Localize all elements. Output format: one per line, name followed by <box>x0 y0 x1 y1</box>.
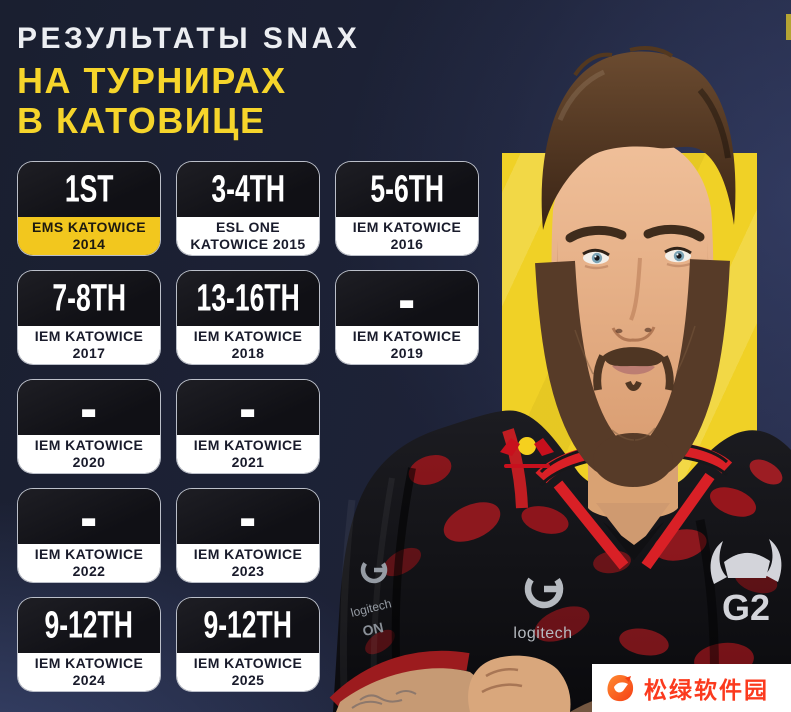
beard <box>535 259 730 487</box>
result-card-2019: - IEM KATOWICE 2019 <box>335 270 479 365</box>
placement-text: 3-4TH <box>211 167 285 211</box>
yellow-corner-sliver <box>786 14 791 40</box>
results-row-4: - IEM KATOWICE 2022 - IEM KATOWICE 2023 <box>17 488 479 583</box>
results-row-1: 1ST EMS KATOWICE 2014 3-4TH ESL ONE KATO… <box>17 161 479 256</box>
event-label: EMS KATOWICE 2014 <box>18 217 160 255</box>
event-label: IEM KATOWICE 2016 <box>336 217 478 255</box>
event-label: IEM KATOWICE 2021 <box>177 435 319 473</box>
event-label: IEM KATOWICE 2020 <box>18 435 160 473</box>
right-eyebrow <box>643 225 705 242</box>
event-label: IEM KATOWICE 2025 <box>177 653 319 691</box>
result-card-2024: 9-12TH IEM KATOWICE 2024 <box>17 597 161 692</box>
result-card-2021: - IEM KATOWICE 2021 <box>176 379 320 474</box>
result-card-2015: 3-4TH ESL ONE KATOWICE 2015 <box>176 161 320 256</box>
result-card-2023: - IEM KATOWICE 2023 <box>176 488 320 583</box>
results-grid: 1ST EMS KATOWICE 2014 3-4TH ESL ONE KATO… <box>17 161 479 706</box>
logitech-chest-text: logitech <box>513 625 572 642</box>
redbull-logo-icon <box>500 437 554 468</box>
g2-logo-icon: G2 <box>710 539 782 628</box>
event-label: IEM KATOWICE 2017 <box>18 326 160 364</box>
results-row-2: 7-8TH IEM KATOWICE 2017 13-16TH IEM KATO… <box>17 270 479 365</box>
hair <box>541 46 736 230</box>
placement-text: 9-12TH <box>203 603 293 647</box>
placement-text: 9-12TH <box>44 603 134 647</box>
sleeve-extra-text: ON <box>361 619 385 639</box>
event-label: IEM KATOWICE 2019 <box>336 326 478 364</box>
nose <box>611 257 656 342</box>
result-card-2020: - IEM KATOWICE 2020 <box>17 379 161 474</box>
placement-text: 13-16TH <box>196 276 300 320</box>
results-row-3: - IEM KATOWICE 2020 - IEM KATOWICE 2021 <box>17 379 479 474</box>
title-line-1: РЕЗУЛЬТАТЫ SNAX <box>17 22 361 55</box>
page-title: РЕЗУЛЬТАТЫ SNAX НА ТУРНИРАХ В КАТОВИЦЕ <box>17 24 360 139</box>
player-face <box>535 46 736 487</box>
result-card-2022: - IEM KATOWICE 2022 <box>17 488 161 583</box>
result-card-2018: 13-16TH IEM KATOWICE 2018 <box>176 270 320 365</box>
g2-monogram: G2 <box>722 587 770 628</box>
fox-swirl-icon <box>607 675 634 702</box>
title-line-3: В КАТОВИЦЕ <box>17 100 266 141</box>
title-line-2: НА ТУРНИРАХ <box>17 60 287 101</box>
placement-text: 5-6TH <box>370 167 444 211</box>
event-label: IEM KATOWICE 2024 <box>18 653 160 691</box>
result-card-2025: 9-12TH IEM KATOWICE 2025 <box>176 597 320 692</box>
watermark: 松绿软件园 <box>592 664 791 712</box>
event-label: IEM KATOWICE 2018 <box>177 326 319 364</box>
event-label: IEM KATOWICE 2023 <box>177 544 319 582</box>
result-card-2017: 7-8TH IEM KATOWICE 2017 <box>17 270 161 365</box>
left-eyebrow <box>565 226 627 243</box>
placement-text: 1ST <box>64 167 114 211</box>
event-label: ESL ONE KATOWICE 2015 <box>177 217 319 255</box>
event-label: IEM KATOWICE 2022 <box>18 544 160 582</box>
placement-text: 7-8TH <box>52 276 126 320</box>
logitech-chest-logo-icon: logitech <box>513 569 572 642</box>
eyes <box>582 246 692 270</box>
result-card-2014: 1ST EMS KATOWICE 2014 <box>17 161 161 256</box>
results-row-5: 9-12TH IEM KATOWICE 2024 9-12TH IEM KATO… <box>17 597 479 692</box>
result-card-2016: 5-6TH IEM KATOWICE 2016 <box>335 161 479 256</box>
watermark-text: 松绿软件园 <box>644 677 769 703</box>
player-chest <box>596 503 670 552</box>
